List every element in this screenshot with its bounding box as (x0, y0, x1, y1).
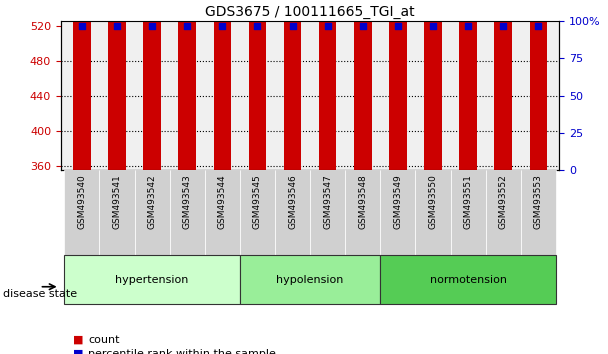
Title: GDS3675 / 100111665_TGI_at: GDS3675 / 100111665_TGI_at (206, 5, 415, 19)
Bar (389, 0, 407, 170)
Text: GSM493547: GSM493547 (323, 174, 332, 229)
Text: GSM493553: GSM493553 (534, 174, 543, 229)
Text: GSM493543: GSM493543 (182, 174, 192, 229)
Text: GSM493541: GSM493541 (112, 174, 122, 229)
Point (218, 23, 227, 29)
Point (428, 23, 438, 29)
Point (147, 23, 157, 29)
Point (182, 23, 192, 29)
FancyBboxPatch shape (520, 170, 556, 255)
Text: count: count (88, 335, 120, 345)
FancyBboxPatch shape (486, 170, 520, 255)
Bar (143, 0, 161, 170)
Bar (424, 0, 442, 170)
Point (358, 23, 368, 29)
Point (533, 23, 543, 29)
Bar (459, 0, 477, 170)
Text: hypertension: hypertension (116, 275, 188, 285)
Bar (108, 0, 126, 170)
FancyBboxPatch shape (205, 170, 240, 255)
FancyBboxPatch shape (275, 170, 310, 255)
FancyBboxPatch shape (380, 255, 556, 304)
Bar (284, 0, 302, 170)
Bar (73, 0, 91, 170)
FancyBboxPatch shape (310, 170, 345, 255)
Text: ■: ■ (73, 335, 83, 345)
FancyBboxPatch shape (170, 170, 205, 255)
Text: GSM493549: GSM493549 (393, 174, 402, 229)
Text: GSM493552: GSM493552 (499, 174, 508, 229)
Text: GSM493551: GSM493551 (463, 174, 472, 229)
Bar (319, 0, 336, 170)
FancyBboxPatch shape (64, 255, 240, 304)
Text: GSM493546: GSM493546 (288, 174, 297, 229)
Point (393, 23, 402, 29)
Text: normotension: normotension (430, 275, 506, 285)
Text: GSM493542: GSM493542 (148, 174, 157, 229)
Bar (249, 0, 266, 170)
Bar (213, 0, 231, 170)
Text: GSM493545: GSM493545 (253, 174, 262, 229)
Text: GSM493540: GSM493540 (77, 174, 86, 229)
Point (323, 23, 333, 29)
Text: percentile rank within the sample: percentile rank within the sample (88, 349, 276, 354)
FancyBboxPatch shape (345, 170, 380, 255)
Bar (530, 0, 547, 170)
Text: GSM493544: GSM493544 (218, 174, 227, 229)
FancyBboxPatch shape (415, 170, 451, 255)
FancyBboxPatch shape (451, 170, 486, 255)
Point (252, 23, 262, 29)
Point (463, 23, 473, 29)
Bar (494, 0, 512, 170)
Text: ■: ■ (73, 349, 83, 354)
FancyBboxPatch shape (240, 255, 380, 304)
Point (77, 23, 87, 29)
Bar (178, 0, 196, 170)
Point (288, 23, 297, 29)
FancyBboxPatch shape (134, 170, 170, 255)
FancyBboxPatch shape (64, 170, 100, 255)
Text: GSM493550: GSM493550 (429, 174, 438, 229)
Point (112, 23, 122, 29)
Bar (354, 0, 371, 170)
FancyBboxPatch shape (380, 170, 415, 255)
FancyBboxPatch shape (240, 170, 275, 255)
FancyBboxPatch shape (100, 170, 134, 255)
Point (499, 23, 508, 29)
Text: hypolension: hypolension (277, 275, 344, 285)
Text: disease state: disease state (3, 289, 77, 299)
Text: GSM493548: GSM493548 (358, 174, 367, 229)
